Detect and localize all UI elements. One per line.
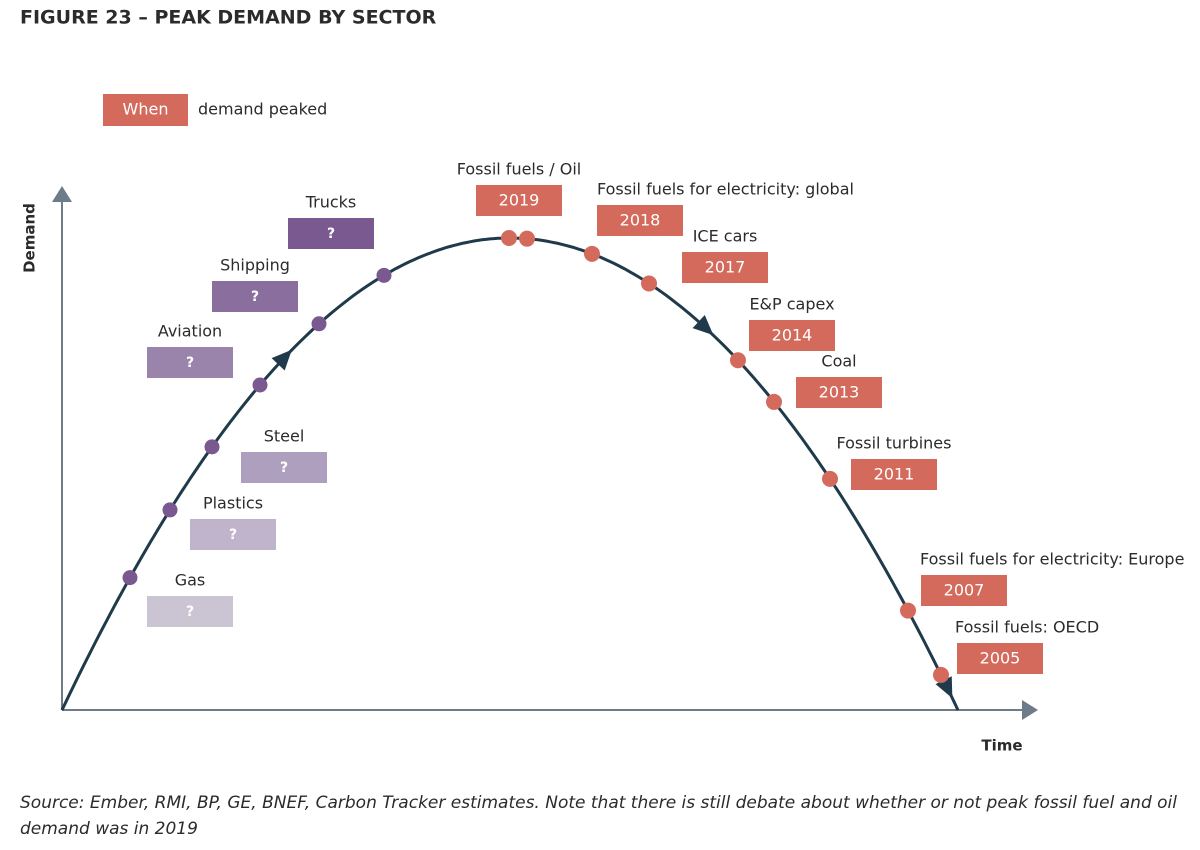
sector-box-text: 2019 bbox=[499, 191, 540, 210]
sector-box-text: ? bbox=[251, 289, 259, 305]
sector-box-text: 2014 bbox=[772, 326, 813, 345]
sector-box-text: 2018 bbox=[620, 211, 661, 230]
sector-label: Trucks bbox=[305, 193, 357, 212]
sector-box bbox=[957, 643, 1043, 674]
sector-box-text: 2007 bbox=[944, 581, 985, 600]
source-note: Source: Ember, RMI, BP, GE, BNEF, Carbon… bbox=[20, 793, 1177, 839]
sector-label: Coal bbox=[821, 352, 856, 371]
sector-label: Shipping bbox=[220, 256, 290, 275]
curve-dot bbox=[641, 275, 657, 292]
x-axis-label: Time bbox=[981, 737, 1022, 755]
sector-box-text: ? bbox=[186, 604, 194, 620]
sector-box-text: ? bbox=[186, 355, 194, 371]
sector-label: Fossil fuels: OECD bbox=[955, 618, 1099, 637]
sector-box bbox=[682, 252, 768, 283]
curve-dot bbox=[584, 245, 600, 262]
sector-label: Plastics bbox=[203, 494, 263, 513]
sector-box bbox=[749, 320, 835, 351]
curve-dot bbox=[162, 502, 178, 518]
sector-label: E&P capex bbox=[749, 295, 834, 314]
sector-box bbox=[476, 185, 562, 216]
sector-box bbox=[597, 205, 683, 236]
legend-text: demand peaked bbox=[198, 100, 327, 119]
curve-dot bbox=[900, 602, 916, 619]
curve-arrow bbox=[935, 676, 953, 699]
sector-box-text: 2013 bbox=[819, 383, 860, 402]
curve-dot bbox=[252, 377, 268, 393]
legend-box bbox=[103, 94, 188, 126]
curve-dot bbox=[730, 352, 746, 369]
sector-label: Gas bbox=[175, 571, 206, 590]
sector-box bbox=[921, 575, 1007, 606]
sector-label: Fossil fuels for electricity: Europe bbox=[920, 550, 1184, 569]
x-axis-arrow bbox=[1022, 700, 1038, 720]
sector-box-text: ? bbox=[229, 527, 237, 543]
curve-dot bbox=[311, 316, 327, 332]
sector-label: Fossil turbines bbox=[837, 434, 952, 453]
diagram: FIGURE 23 – PEAK DEMAND BY SECTOR When d… bbox=[20, 7, 1184, 755]
y-axis-label: Demand bbox=[21, 203, 39, 273]
curve-dot bbox=[204, 439, 220, 455]
sector-box-text: ? bbox=[327, 226, 335, 242]
curve-arrow bbox=[271, 349, 292, 371]
sector-label: ICE cars bbox=[693, 227, 758, 246]
curve-dot bbox=[933, 666, 949, 683]
curve-dot bbox=[376, 267, 392, 283]
curve-dot bbox=[519, 230, 535, 247]
sector-box bbox=[212, 281, 298, 312]
sector-label: Aviation bbox=[158, 322, 222, 341]
title: FIGURE 23 – PEAK DEMAND BY SECTOR bbox=[20, 7, 437, 29]
curve-dot bbox=[122, 570, 138, 586]
y-axis-arrow bbox=[52, 186, 72, 202]
sector-box-text: 2011 bbox=[874, 465, 915, 484]
legend-box-text: When bbox=[123, 100, 169, 119]
sector-box bbox=[796, 377, 882, 408]
curve-dot bbox=[501, 230, 517, 247]
sector-box bbox=[241, 452, 327, 483]
curve-dot bbox=[766, 393, 782, 410]
sector-box-text: 2017 bbox=[705, 258, 746, 277]
sector-label: Fossil fuels / Oil bbox=[457, 160, 582, 179]
sector-box bbox=[147, 347, 233, 378]
sector-box-text: 2005 bbox=[980, 649, 1021, 668]
sector-box-text: ? bbox=[280, 460, 288, 476]
sector-label: Steel bbox=[264, 427, 305, 446]
sector-box bbox=[851, 459, 937, 490]
sector-label: Fossil fuels for electricity: global bbox=[597, 180, 854, 199]
sector-box bbox=[147, 596, 233, 627]
curve-arrow bbox=[692, 314, 714, 336]
curve-dot bbox=[822, 470, 838, 487]
sector-box bbox=[288, 218, 374, 249]
sector-box bbox=[190, 519, 276, 550]
